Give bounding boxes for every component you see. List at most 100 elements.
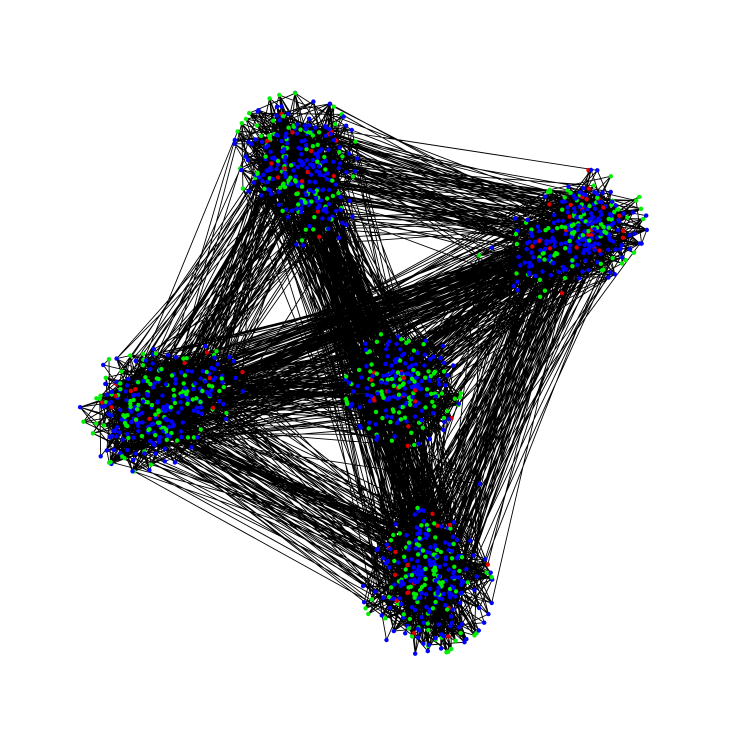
graph-node [181, 356, 186, 361]
graph-node [194, 396, 199, 401]
graph-node [458, 395, 463, 400]
graph-node [135, 407, 140, 412]
graph-node [411, 367, 416, 373]
graph-node [246, 189, 251, 194]
graph-node [394, 341, 399, 347]
graph-node [586, 246, 592, 251]
graph-node [182, 386, 188, 391]
graph-node [128, 388, 134, 394]
graph-node [550, 228, 555, 234]
graph-node [424, 549, 430, 555]
graph-node [404, 371, 409, 376]
graph-node [578, 214, 583, 220]
graph-node [274, 113, 279, 118]
graph-node [352, 169, 358, 174]
graph-node [634, 198, 639, 203]
graph-node [429, 391, 434, 396]
graph-node [100, 400, 105, 405]
graph-node [154, 376, 159, 381]
graph-node [435, 591, 440, 596]
graph-node [389, 585, 394, 590]
graph-node [383, 361, 388, 367]
graph-node [311, 189, 316, 195]
graph-node [616, 217, 621, 223]
graph-node [426, 627, 431, 633]
graph-node [348, 404, 353, 409]
graph-node [267, 136, 273, 141]
graph-node [277, 118, 282, 123]
graph-node [185, 435, 191, 440]
graph-node [418, 595, 423, 600]
graph-node [306, 202, 311, 208]
graph-node [239, 167, 244, 173]
graph-node [332, 121, 338, 127]
graph-node [428, 357, 433, 362]
graph-node [598, 261, 604, 266]
graph-node [259, 193, 264, 198]
graph-node [447, 522, 453, 528]
graph-node [459, 590, 464, 595]
graph-node [403, 631, 408, 636]
graph-node [182, 373, 188, 378]
graph-node [302, 123, 307, 128]
graph-node [308, 172, 314, 177]
graph-node [464, 567, 469, 572]
graph-node [456, 401, 461, 406]
graph-node [548, 253, 553, 259]
graph-node [632, 231, 637, 236]
graph-node [577, 190, 583, 195]
graph-node [413, 546, 418, 551]
graph-node [528, 230, 533, 236]
graph-node [407, 616, 412, 622]
graph-node [583, 219, 588, 224]
graph-node [323, 206, 328, 211]
graph-node [547, 246, 553, 251]
graph-node [565, 205, 570, 210]
graph-node [640, 216, 646, 222]
graph-node [408, 402, 413, 407]
graph-node [385, 377, 390, 382]
graph-node [156, 409, 161, 415]
graph-node [278, 185, 283, 190]
graph-node [136, 412, 141, 418]
graph-node [563, 267, 569, 272]
graph-node [442, 419, 447, 425]
graph-node [559, 291, 565, 296]
graph-node [152, 381, 157, 386]
graph-node [117, 430, 123, 435]
edge-layer [79, 92, 648, 654]
graph-node [586, 186, 591, 191]
graph-node [530, 244, 535, 249]
graph-node [161, 404, 166, 410]
graph-node [265, 180, 270, 185]
graph-node [367, 349, 372, 354]
graph-node [421, 342, 426, 347]
graph-node [380, 595, 386, 600]
graph-node [381, 373, 386, 378]
graph-node [391, 409, 396, 414]
graph-node [290, 130, 295, 135]
graph-node [419, 615, 424, 620]
graph-node [279, 138, 284, 144]
graph-node [439, 596, 445, 602]
graph-node [163, 382, 169, 387]
graph-node [312, 179, 317, 185]
graph-node [397, 358, 403, 363]
graph-node [330, 193, 336, 199]
graph-node [618, 246, 623, 252]
graph-node [384, 542, 389, 547]
graph-node [440, 343, 445, 348]
graph-node [559, 224, 564, 229]
graph-node [577, 204, 582, 209]
graph-node [282, 147, 287, 152]
graph-node [304, 192, 309, 198]
graph-node [103, 400, 109, 405]
graph-node [421, 518, 426, 524]
graph-node [567, 238, 572, 244]
graph-node [404, 340, 409, 346]
graph-node [421, 508, 427, 513]
graph-node [153, 412, 158, 417]
graph-node [364, 363, 369, 369]
graph-node [436, 382, 442, 387]
graph-node [315, 159, 320, 164]
